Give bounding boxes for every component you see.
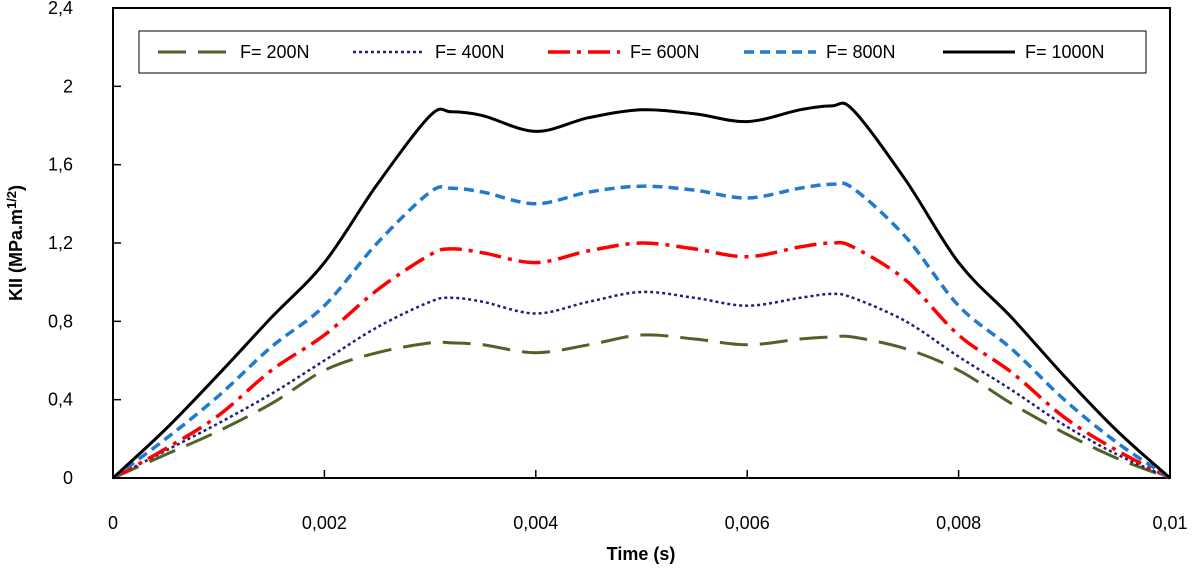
x-tick-label: 0,008 [936, 513, 981, 533]
series-lines [111, 101, 1171, 480]
legend-label-2: F= 400N [435, 42, 505, 62]
y-axis-title: KII (MPa.m1/2) [4, 185, 26, 301]
legend-label-4: F= 800N [826, 42, 896, 62]
legend-label-3: F= 600N [630, 42, 700, 62]
x-tick-label: 0 [108, 513, 118, 533]
y-tick-label: 2 [63, 76, 73, 96]
y-tick-label: 0 [63, 468, 73, 488]
series-line-2 [112, 290, 1171, 480]
x-axis-title: Time (s) [607, 544, 676, 564]
y-axis-title-main: KII (MPa.m [6, 209, 26, 301]
series-line-3 [112, 240, 1171, 480]
x-tick-label: 0,004 [513, 513, 558, 533]
x-tick-label: 0,01 [1152, 513, 1187, 533]
x-tick-label: 0,006 [725, 513, 770, 533]
y-axis-ticks: 0 0,4 0,8 1,2 1,6 2 2,4 [48, 0, 121, 488]
y-tick-label: 2,4 [48, 0, 73, 18]
y-tick-label: 1,2 [48, 233, 73, 253]
legend-label-5: F= 1000N [1025, 42, 1105, 62]
series-line-5 [111, 101, 1171, 480]
series-line-4 [111, 181, 1171, 480]
y-tick-label: 0,4 [48, 390, 73, 410]
legend-label-1: F= 200N [240, 42, 310, 62]
y-axis-title-close: ) [6, 185, 26, 191]
x-tick-label: 0,002 [302, 513, 347, 533]
x-axis-ticks: 0 0,002 0,004 0,006 0,008 0,01 [108, 470, 1188, 533]
legend: F= 200N F= 400N F= 600N F= 800N F= 1000N [138, 30, 1147, 74]
series-line-1 [112, 333, 1171, 480]
y-tick-label: 1,6 [48, 155, 73, 175]
y-axis-title-sup: 1/2 [4, 191, 19, 209]
y-tick-label: 0,8 [48, 311, 73, 331]
